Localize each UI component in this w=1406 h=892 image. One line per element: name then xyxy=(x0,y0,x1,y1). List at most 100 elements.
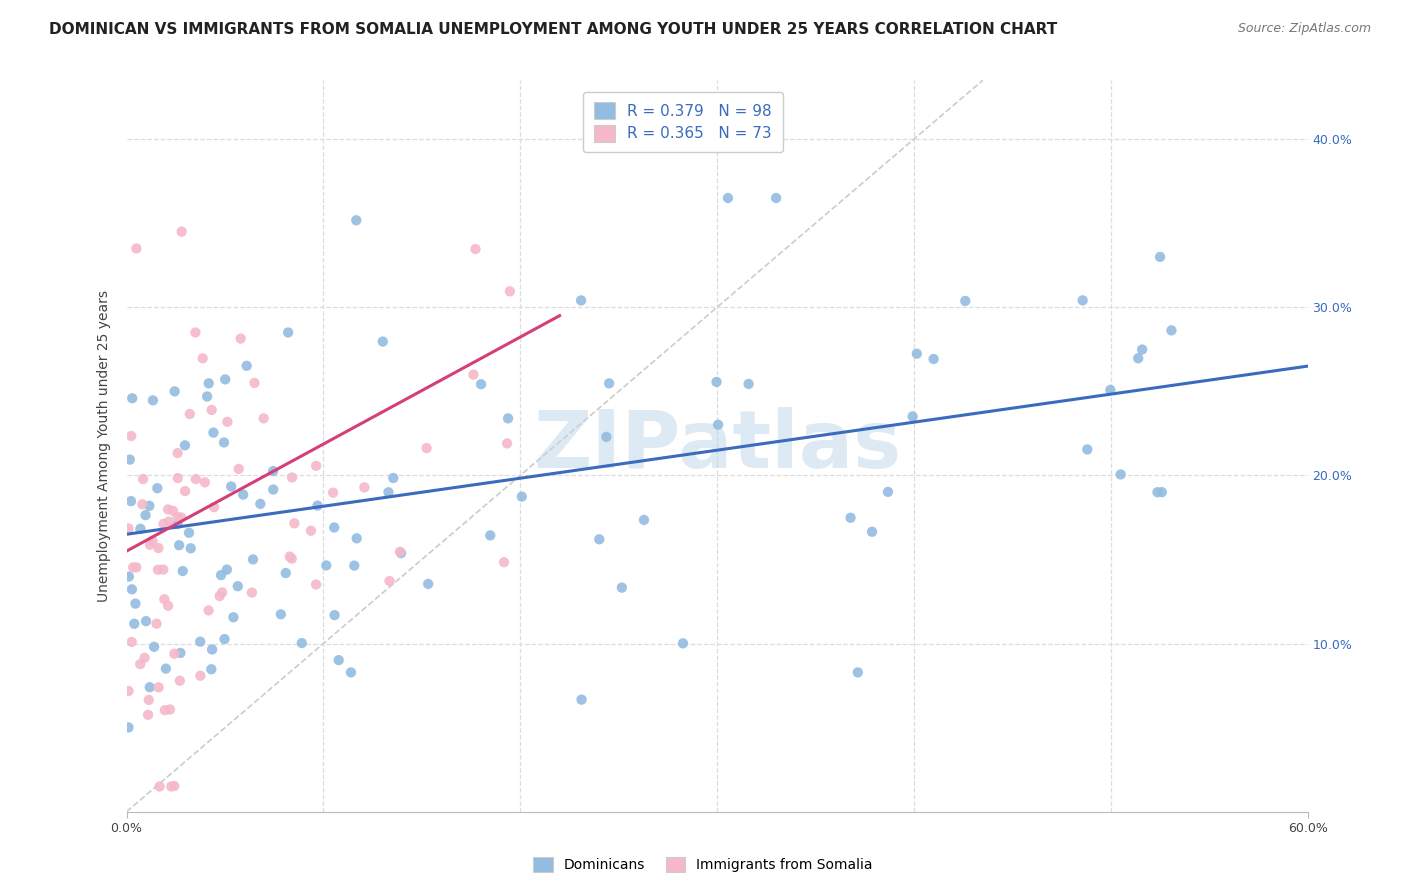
Point xyxy=(415,441,437,455)
Point xyxy=(499,285,522,299)
Point xyxy=(143,640,166,654)
Point xyxy=(124,597,146,611)
Point xyxy=(142,393,165,408)
Point xyxy=(184,326,207,340)
Point xyxy=(955,293,977,308)
Point xyxy=(323,520,346,534)
Point xyxy=(291,636,314,650)
Point xyxy=(166,471,188,485)
Point xyxy=(240,585,263,599)
Point xyxy=(270,607,292,622)
Point xyxy=(510,490,533,504)
Point xyxy=(707,417,730,432)
Point xyxy=(1076,442,1098,457)
Point xyxy=(839,510,862,524)
Point xyxy=(172,564,194,578)
Point xyxy=(382,471,405,485)
Point xyxy=(377,485,399,500)
Point xyxy=(219,479,242,493)
Point xyxy=(120,429,142,443)
Point xyxy=(860,524,883,539)
Point xyxy=(169,646,191,660)
Point xyxy=(737,376,759,391)
Point xyxy=(479,528,502,542)
Point xyxy=(569,293,592,308)
Point xyxy=(177,525,200,540)
Point xyxy=(136,707,159,722)
Point xyxy=(138,499,160,513)
Point xyxy=(153,592,176,607)
Point xyxy=(388,545,411,559)
Point xyxy=(121,582,143,597)
Point xyxy=(1149,250,1171,264)
Point xyxy=(598,376,620,391)
Point xyxy=(463,368,485,382)
Point xyxy=(672,636,695,650)
Point xyxy=(197,376,219,391)
Point xyxy=(146,481,169,495)
Point xyxy=(170,225,193,239)
Point xyxy=(153,703,176,717)
Point xyxy=(201,403,224,417)
Point xyxy=(277,326,299,340)
Point xyxy=(226,579,249,593)
Point xyxy=(163,384,186,399)
Point xyxy=(595,430,617,444)
Point xyxy=(118,452,141,467)
Point xyxy=(633,513,655,527)
Point xyxy=(202,425,225,440)
Point xyxy=(278,549,301,564)
Point xyxy=(125,560,148,574)
Point xyxy=(138,693,160,707)
Point xyxy=(174,438,197,452)
Point xyxy=(228,462,250,476)
Point xyxy=(1150,485,1173,500)
Point xyxy=(229,332,252,346)
Point xyxy=(139,680,162,694)
Point xyxy=(201,642,224,657)
Point xyxy=(197,603,219,617)
Point xyxy=(1109,467,1132,482)
Point xyxy=(135,508,157,523)
Point xyxy=(418,577,440,591)
Point xyxy=(148,541,170,555)
Point xyxy=(344,213,367,227)
Point xyxy=(371,334,394,349)
Point xyxy=(188,634,211,648)
Point xyxy=(1130,343,1153,357)
Point xyxy=(117,521,139,535)
Point xyxy=(146,563,169,577)
Point xyxy=(299,524,322,538)
Point xyxy=(166,446,188,460)
Point xyxy=(328,653,350,667)
Point xyxy=(214,372,236,386)
Point xyxy=(129,657,152,672)
Point xyxy=(131,497,153,511)
Point xyxy=(243,376,266,390)
Point xyxy=(174,484,197,499)
Point xyxy=(1099,383,1122,397)
Point xyxy=(283,516,305,531)
Point xyxy=(353,480,375,494)
Point xyxy=(262,464,284,478)
Point xyxy=(194,475,217,490)
Point xyxy=(588,533,610,547)
Point xyxy=(378,574,401,588)
Point xyxy=(901,409,924,424)
Point xyxy=(132,472,155,486)
Point xyxy=(253,411,276,425)
Point xyxy=(492,555,515,569)
Point xyxy=(496,436,519,450)
Point xyxy=(148,780,170,794)
Point xyxy=(1146,485,1168,500)
Point xyxy=(464,242,486,256)
Point xyxy=(215,563,238,577)
Point xyxy=(200,662,222,676)
Point xyxy=(281,551,304,566)
Point xyxy=(1128,351,1150,366)
Point xyxy=(389,546,412,560)
Y-axis label: Unemployment Among Youth under 25 years: Unemployment Among Youth under 25 years xyxy=(97,290,111,602)
Point xyxy=(1071,293,1094,308)
Text: Source: ZipAtlas.com: Source: ZipAtlas.com xyxy=(1237,22,1371,36)
Point xyxy=(170,510,193,524)
